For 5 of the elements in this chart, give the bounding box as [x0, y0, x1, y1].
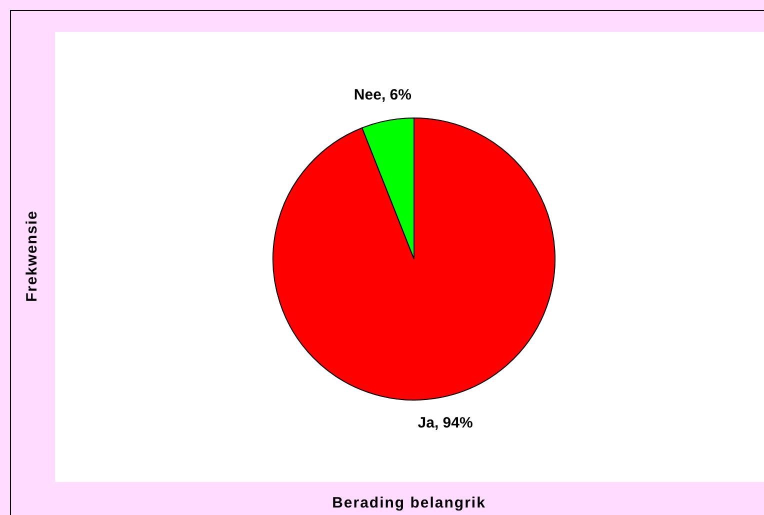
text: Berading belangrik: [332, 494, 486, 512]
pie-slice: [272, 118, 556, 400]
slice-label: Nee, 6%: [354, 86, 412, 104]
text: Frekwensie: [24, 210, 40, 302]
slice-label: Ja, 94%: [418, 414, 473, 432]
